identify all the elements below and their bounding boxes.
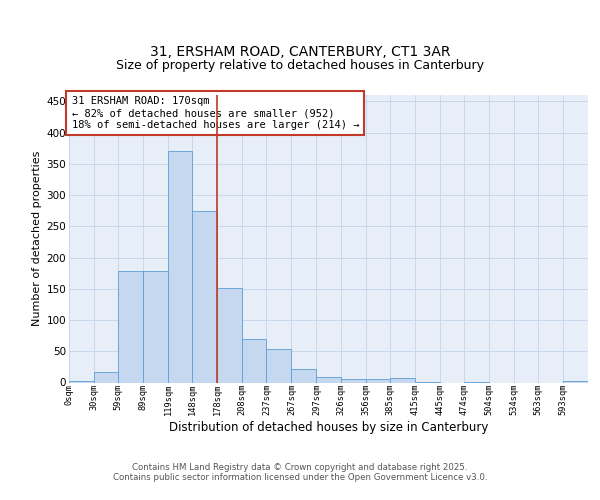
Bar xyxy=(365,380,390,382)
Bar xyxy=(168,151,192,382)
Bar xyxy=(292,369,316,382)
Bar xyxy=(341,379,365,382)
Bar xyxy=(563,380,588,382)
Bar xyxy=(242,339,266,382)
Text: 31, ERSHAM ROAD, CANTERBURY, CT1 3AR: 31, ERSHAM ROAD, CANTERBURY, CT1 3AR xyxy=(150,46,450,60)
Y-axis label: Number of detached properties: Number of detached properties xyxy=(32,151,43,326)
Bar xyxy=(94,372,118,382)
Bar xyxy=(266,350,292,382)
Bar xyxy=(118,271,143,382)
Bar xyxy=(390,378,415,382)
X-axis label: Distribution of detached houses by size in Canterbury: Distribution of detached houses by size … xyxy=(169,421,488,434)
Bar xyxy=(316,377,341,382)
Text: Size of property relative to detached houses in Canterbury: Size of property relative to detached ho… xyxy=(116,58,484,71)
Text: Contains HM Land Registry data © Crown copyright and database right 2025.
Contai: Contains HM Land Registry data © Crown c… xyxy=(113,463,487,482)
Bar xyxy=(69,381,94,382)
Bar xyxy=(143,271,168,382)
Bar xyxy=(217,288,242,382)
Text: 31 ERSHAM ROAD: 170sqm
← 82% of detached houses are smaller (952)
18% of semi-de: 31 ERSHAM ROAD: 170sqm ← 82% of detached… xyxy=(71,96,359,130)
Bar xyxy=(192,210,217,382)
